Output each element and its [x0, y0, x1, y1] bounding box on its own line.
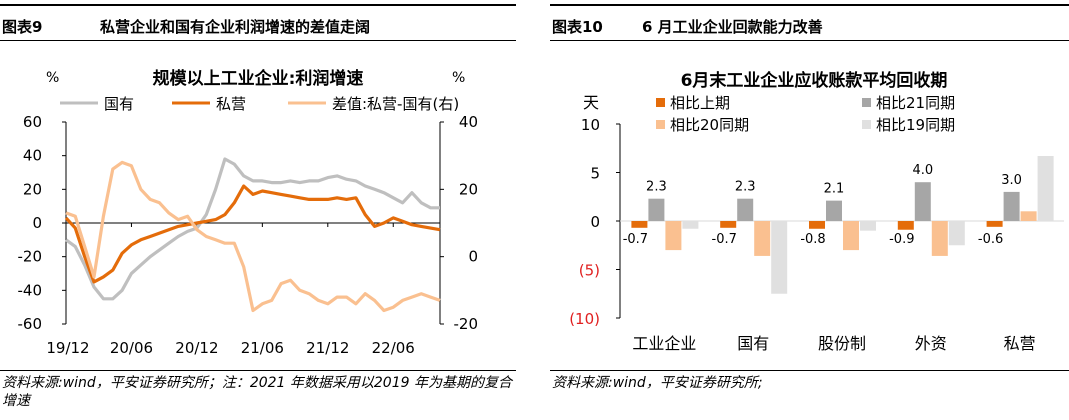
bar: [897, 221, 914, 230]
category-label: 私营: [1004, 334, 1036, 353]
y-axis-unit: 天: [583, 93, 599, 112]
legend-label: 相比20同期: [670, 116, 749, 134]
data-label: -0.8: [800, 232, 825, 247]
left-tick-label: 0: [32, 214, 42, 232]
source-rule: [0, 370, 516, 371]
right-axis-unit: %: [452, 70, 465, 86]
legend-label: 差值:私营-国有(右): [332, 95, 459, 113]
y-tick-label: 0: [590, 213, 600, 231]
bar: [931, 221, 948, 256]
figure-header: 图表9 私营企业和国有企业利润增速的差值走阔: [0, 0, 516, 44]
right-tick-label: 0: [468, 248, 478, 266]
bar: [631, 221, 648, 228]
legend-swatch: [656, 120, 665, 129]
x-tick-label: 20/06: [110, 339, 153, 357]
legend-label: 国有: [104, 95, 134, 113]
header-rule: [550, 4, 1069, 6]
data-label: -0.7: [623, 232, 648, 247]
series-line: [65, 160, 441, 313]
left-tick-label: -20: [18, 248, 43, 266]
bar: [914, 182, 931, 221]
right-tick-label: 20: [459, 180, 478, 198]
source-rule: [550, 370, 1069, 371]
source-note: 资料来源:wind，平安证券研究所;: [552, 375, 763, 391]
data-label: 3.0: [1001, 173, 1022, 188]
y-tick-label: 10: [581, 116, 600, 134]
legend-swatch: [656, 98, 665, 107]
series-line: [65, 157, 440, 301]
source-note: 资料来源:wind，平安证券研究所；注：2021 年数据采用以2019 年为基期…: [2, 375, 512, 409]
right-tick-label: 40: [459, 113, 478, 131]
data-label: -0.9: [889, 232, 914, 247]
data-label: 2.3: [646, 180, 667, 195]
figure-title: 私营企业和国有企业利润增速的差值走阔: [100, 18, 371, 36]
x-tick-label: 20/12: [175, 339, 218, 357]
data-label: 4.0: [912, 163, 933, 178]
bar: [771, 221, 788, 294]
bar: [826, 200, 842, 221]
legend-label: 相比19同期: [876, 116, 955, 134]
bar: [948, 221, 965, 246]
left-tick-label: 60: [23, 113, 42, 131]
chart-title: 规模以上工业企业:利润增速: [153, 68, 364, 89]
data-label: 2.1: [824, 182, 845, 197]
data-label: -0.7: [712, 232, 737, 247]
bar: [737, 198, 754, 221]
legend-label: 私营: [216, 95, 246, 113]
figure-10: 图表10 6 月工业企业回款能力改善 6月末工业企业应收账款平均回收期天 相比上期…: [550, 0, 1069, 420]
header-rule: [550, 40, 1069, 41]
bar: [1037, 156, 1054, 221]
category-label: 国有: [737, 334, 769, 353]
y-tick-label: (10): [569, 310, 600, 328]
left-tick-label: -40: [18, 281, 43, 299]
left-tick-label: 40: [23, 147, 42, 165]
legend-swatch: [862, 98, 871, 107]
left-tick-label: 20: [23, 180, 42, 198]
figure-9: 图表9 私营企业和国有企业利润增速的差值走阔 %% 规模以上工业企业:利润增速国有…: [0, 0, 516, 420]
figure-header: 图表10 6 月工业企业回款能力改善: [550, 0, 1069, 44]
chart-title: 6月末工业企业应收账款平均回收期: [681, 70, 948, 91]
bar: [843, 221, 859, 251]
left-axis-unit: %: [46, 70, 59, 86]
category-label: 工业企业: [632, 334, 696, 353]
x-tick-label: 19/12: [46, 339, 89, 357]
header-rule: [0, 40, 516, 41]
bar: [720, 221, 737, 228]
bar: [754, 221, 771, 256]
category-label: 外资: [915, 334, 947, 353]
right-tick-label: -20: [454, 315, 479, 333]
bar: [665, 221, 682, 251]
y-tick-label: (5): [579, 262, 600, 280]
figure-number: 图表10: [552, 18, 603, 36]
legend-swatch: [862, 120, 871, 129]
bar: [860, 221, 876, 231]
bar: [682, 221, 699, 229]
x-tick-label: 21/06: [241, 339, 284, 357]
figure-number: 图表9: [2, 18, 43, 36]
category-label: 股份制: [818, 334, 866, 353]
left-tick-label: -60: [18, 315, 43, 333]
bar: [1003, 191, 1020, 221]
legend-label: 相比21同期: [876, 94, 955, 112]
bar: [1020, 211, 1037, 221]
data-label: -0.6: [978, 232, 1003, 247]
x-tick-label: 22/06: [372, 339, 415, 357]
bar: [809, 221, 825, 229]
series-line: [64, 184, 441, 284]
bar: [986, 221, 1003, 227]
data-label: 2.3: [735, 180, 756, 195]
figure-title: 6 月工业企业回款能力改善: [642, 18, 823, 36]
bar: [648, 198, 665, 221]
legend-label: 相比上期: [670, 94, 730, 112]
x-tick-label: 21/12: [306, 339, 349, 357]
header-rule: [0, 4, 516, 6]
y-tick-label: 5: [590, 165, 600, 183]
